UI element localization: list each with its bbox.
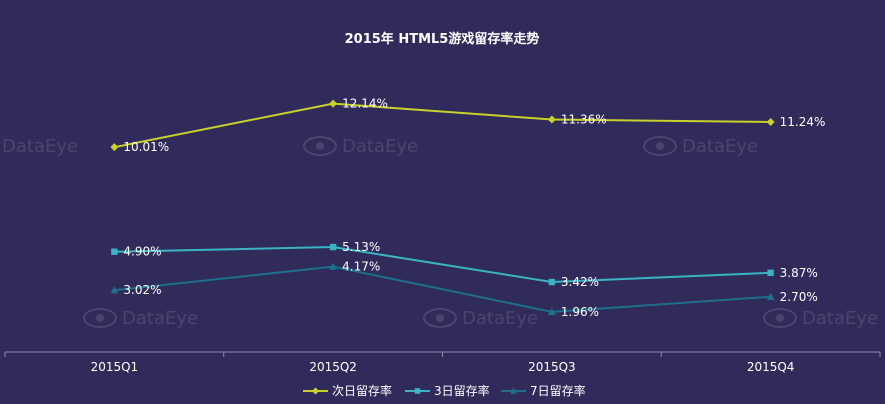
svg-text:DataEye: DataEye [2, 136, 78, 157]
svg-text:DataEye: DataEye [462, 308, 538, 329]
data-point[interactable] [111, 248, 118, 255]
series-2: 4.90% 5.13% 3.42% 3.87% [111, 240, 818, 289]
data-label: 1.96% [561, 305, 599, 319]
legend-marker [312, 387, 319, 395]
legend-label: 次日留存率 [332, 383, 392, 398]
data-label: 2.70% [780, 290, 818, 304]
x-tick-label: 2015Q1 [91, 360, 139, 374]
data-label: 3.42% [561, 275, 599, 289]
series-3: 3.02% 4.17% 1.96% 2.70% [110, 260, 818, 319]
data-label: 11.36% [561, 113, 607, 127]
data-point[interactable] [766, 292, 775, 300]
data-label: 5.13% [342, 240, 380, 254]
series-line [114, 102, 771, 149]
data-point[interactable] [110, 286, 119, 294]
data-point[interactable] [547, 115, 556, 124]
watermark-layer: DataEye DataEye DataEye DataEye DataEye DataE… [2, 136, 878, 329]
x-tick-label: 2015Q3 [528, 360, 576, 374]
data-point[interactable] [110, 143, 119, 152]
data-label: 4.90% [123, 245, 161, 259]
series-line [114, 246, 771, 284]
data-point[interactable] [767, 269, 774, 277]
data-point[interactable] [548, 278, 556, 286]
data-label: 11.24% [780, 115, 826, 129]
legend-item[interactable]: 3日留存率 [405, 383, 490, 398]
legend[interactable]: 次日留存率 3日留存率 7日留存率 [303, 383, 586, 398]
x-tick-label: 2015Q2 [309, 360, 357, 374]
data-point[interactable] [329, 243, 337, 251]
legend-marker [414, 388, 421, 394]
watermark-logo: DataEye [643, 136, 758, 157]
watermark-logo: DataEye [763, 308, 878, 329]
series-line [114, 265, 771, 313]
data-label: 10.01% [123, 140, 169, 154]
legend-item[interactable]: 7日留存率 [501, 383, 586, 398]
svg-text:DataEye: DataEye [802, 308, 878, 329]
x-axis: 2015Q1 2015Q2 2015Q3 2015Q4 [4, 351, 881, 374]
watermark-logo: DataEye [2, 136, 78, 157]
data-point[interactable] [766, 118, 775, 127]
watermark-logo: DataEye [423, 308, 538, 329]
legend-label: 7日留存率 [530, 383, 586, 398]
watermark-logo: DataEye [83, 308, 198, 329]
legend-label: 3日留存率 [434, 383, 490, 398]
x-tick-label: 2015Q4 [747, 360, 795, 374]
chart-title: 2015年 HTML5游戏留存率走势 [345, 31, 540, 47]
series-1: 10.01% 12.14% 11.36% 11.24% [110, 97, 826, 154]
data-point[interactable] [329, 99, 338, 108]
watermark-logo: DataEye [303, 136, 418, 157]
data-point[interactable] [547, 307, 556, 316]
data-label: 4.17% [342, 260, 380, 274]
legend-item[interactable]: 次日留存率 [303, 383, 392, 398]
svg-text:DataEye: DataEye [342, 136, 418, 157]
svg-text:DataEye: DataEye [122, 308, 198, 329]
svg-text:DataEye: DataEye [682, 136, 758, 157]
data-label: 12.14% [342, 97, 388, 111]
legend-marker [510, 387, 517, 394]
data-label: 3.02% [123, 283, 161, 297]
series-layer: 10.01%12.14%11.36% 11.24%4.90% 5.13%3.42%3… [110, 97, 825, 319]
data-point[interactable] [329, 262, 338, 270]
data-label: 3.87% [780, 266, 818, 280]
